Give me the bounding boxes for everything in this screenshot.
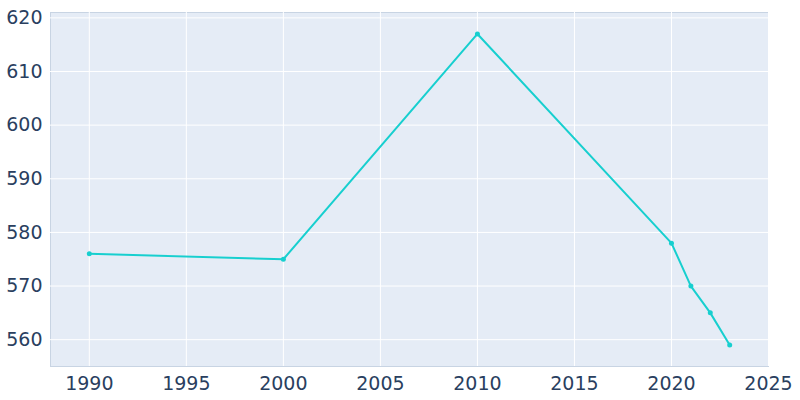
- svg-text:1995: 1995: [162, 372, 210, 394]
- svg-text:2020: 2020: [647, 372, 695, 394]
- svg-text:610: 610: [6, 60, 42, 82]
- svg-text:560: 560: [6, 328, 42, 350]
- svg-text:2005: 2005: [356, 372, 404, 394]
- svg-text:600: 600: [6, 113, 42, 135]
- svg-text:570: 570: [6, 274, 42, 296]
- svg-text:2000: 2000: [259, 372, 307, 394]
- svg-text:590: 590: [6, 167, 42, 189]
- svg-text:2015: 2015: [550, 372, 598, 394]
- svg-text:580: 580: [6, 220, 42, 242]
- svg-text:2025: 2025: [744, 372, 792, 394]
- svg-text:620: 620: [6, 6, 42, 28]
- svg-text:1990: 1990: [65, 372, 113, 394]
- svg-text:2010: 2010: [453, 372, 501, 394]
